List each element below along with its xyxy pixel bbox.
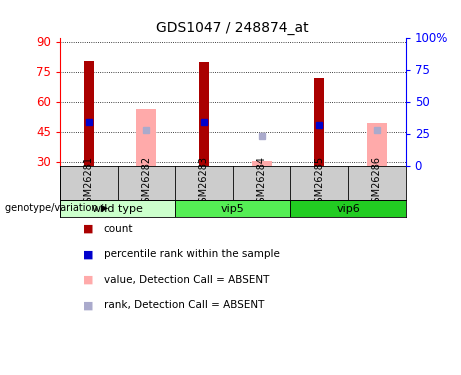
Text: GSM26285: GSM26285 <box>314 156 324 209</box>
Bar <box>290 200 406 217</box>
Text: rank, Detection Call = ABSENT: rank, Detection Call = ABSENT <box>104 300 264 310</box>
Text: ■: ■ <box>83 275 94 285</box>
Text: GSM26286: GSM26286 <box>372 156 382 209</box>
Text: GSM26284: GSM26284 <box>257 156 266 209</box>
Text: vip6: vip6 <box>336 204 360 213</box>
Text: ■: ■ <box>83 249 94 259</box>
Bar <box>199 62 209 165</box>
Text: wild type: wild type <box>92 204 143 213</box>
Text: GSM26282: GSM26282 <box>142 156 151 209</box>
Bar <box>136 108 156 165</box>
Text: ■: ■ <box>83 224 94 234</box>
Bar <box>83 60 94 165</box>
Text: GSM26283: GSM26283 <box>199 156 209 209</box>
Bar <box>60 200 175 217</box>
Text: count: count <box>104 224 133 234</box>
Text: percentile rank within the sample: percentile rank within the sample <box>104 249 280 259</box>
Bar <box>175 200 290 217</box>
Bar <box>252 160 272 165</box>
Bar <box>367 123 387 165</box>
Text: ■: ■ <box>83 300 94 310</box>
Bar <box>314 78 325 165</box>
Text: vip5: vip5 <box>221 204 245 213</box>
Title: GDS1047 / 248874_at: GDS1047 / 248874_at <box>156 21 309 35</box>
Text: value, Detection Call = ABSENT: value, Detection Call = ABSENT <box>104 275 269 285</box>
Text: GSM26281: GSM26281 <box>84 156 94 209</box>
Text: genotype/variation ▶: genotype/variation ▶ <box>5 204 108 213</box>
